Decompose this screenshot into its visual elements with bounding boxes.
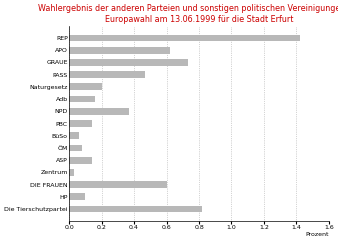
Bar xyxy=(69,108,129,115)
Bar xyxy=(69,157,92,164)
Bar xyxy=(69,120,92,127)
Bar xyxy=(69,71,145,78)
Bar xyxy=(69,35,300,41)
X-axis label: Prozent: Prozent xyxy=(306,232,329,237)
Bar xyxy=(69,145,82,151)
Bar xyxy=(69,132,79,139)
Bar xyxy=(69,169,74,176)
Bar xyxy=(69,181,167,188)
Bar xyxy=(69,47,170,54)
Title: Wahlergebnis der anderen Parteien und sonstigen politischen Vereinigungen zur
Eu: Wahlergebnis der anderen Parteien und so… xyxy=(38,4,338,24)
Bar xyxy=(69,194,85,200)
Bar xyxy=(69,59,188,66)
Bar xyxy=(69,96,95,102)
Bar xyxy=(69,206,202,212)
Bar xyxy=(69,83,101,90)
